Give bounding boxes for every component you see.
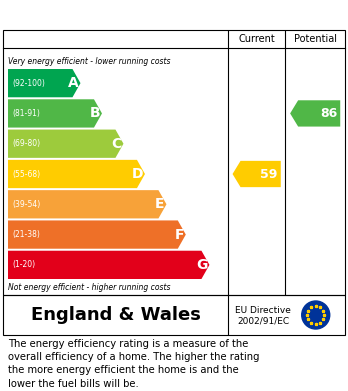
Text: Not energy efficient - higher running costs: Not energy efficient - higher running co…: [8, 283, 171, 292]
Text: G: G: [196, 258, 207, 272]
Polygon shape: [232, 161, 281, 187]
Polygon shape: [8, 160, 145, 188]
Text: 86: 86: [320, 107, 337, 120]
Text: 59: 59: [260, 167, 278, 181]
Text: (69-80): (69-80): [12, 139, 40, 148]
Text: Current: Current: [238, 34, 275, 44]
Text: (81-91): (81-91): [12, 109, 40, 118]
Text: 2002/91/EC: 2002/91/EC: [237, 316, 289, 325]
Polygon shape: [8, 129, 124, 158]
Polygon shape: [8, 190, 166, 219]
Text: (55-68): (55-68): [12, 170, 40, 179]
Text: England & Wales: England & Wales: [31, 306, 200, 324]
Text: (92-100): (92-100): [12, 79, 45, 88]
Text: B: B: [89, 106, 100, 120]
Text: Potential: Potential: [294, 34, 337, 44]
Text: (21-38): (21-38): [12, 230, 40, 239]
Text: Energy Efficiency Rating: Energy Efficiency Rating: [63, 7, 285, 23]
Text: (1-20): (1-20): [12, 260, 35, 269]
Text: C: C: [111, 137, 121, 151]
Polygon shape: [8, 99, 102, 127]
Text: F: F: [174, 228, 184, 242]
Polygon shape: [8, 251, 209, 279]
Polygon shape: [8, 69, 80, 97]
Polygon shape: [290, 100, 340, 127]
Polygon shape: [8, 221, 186, 249]
Circle shape: [302, 301, 330, 329]
Text: (39-54): (39-54): [12, 200, 40, 209]
Text: E: E: [155, 197, 165, 211]
Text: D: D: [132, 167, 143, 181]
Text: A: A: [68, 76, 79, 90]
Text: EU Directive: EU Directive: [235, 306, 291, 315]
Text: Very energy efficient - lower running costs: Very energy efficient - lower running co…: [8, 57, 171, 66]
Text: The energy efficiency rating is a measure of the
overall efficiency of a home. T: The energy efficiency rating is a measur…: [8, 339, 260, 389]
